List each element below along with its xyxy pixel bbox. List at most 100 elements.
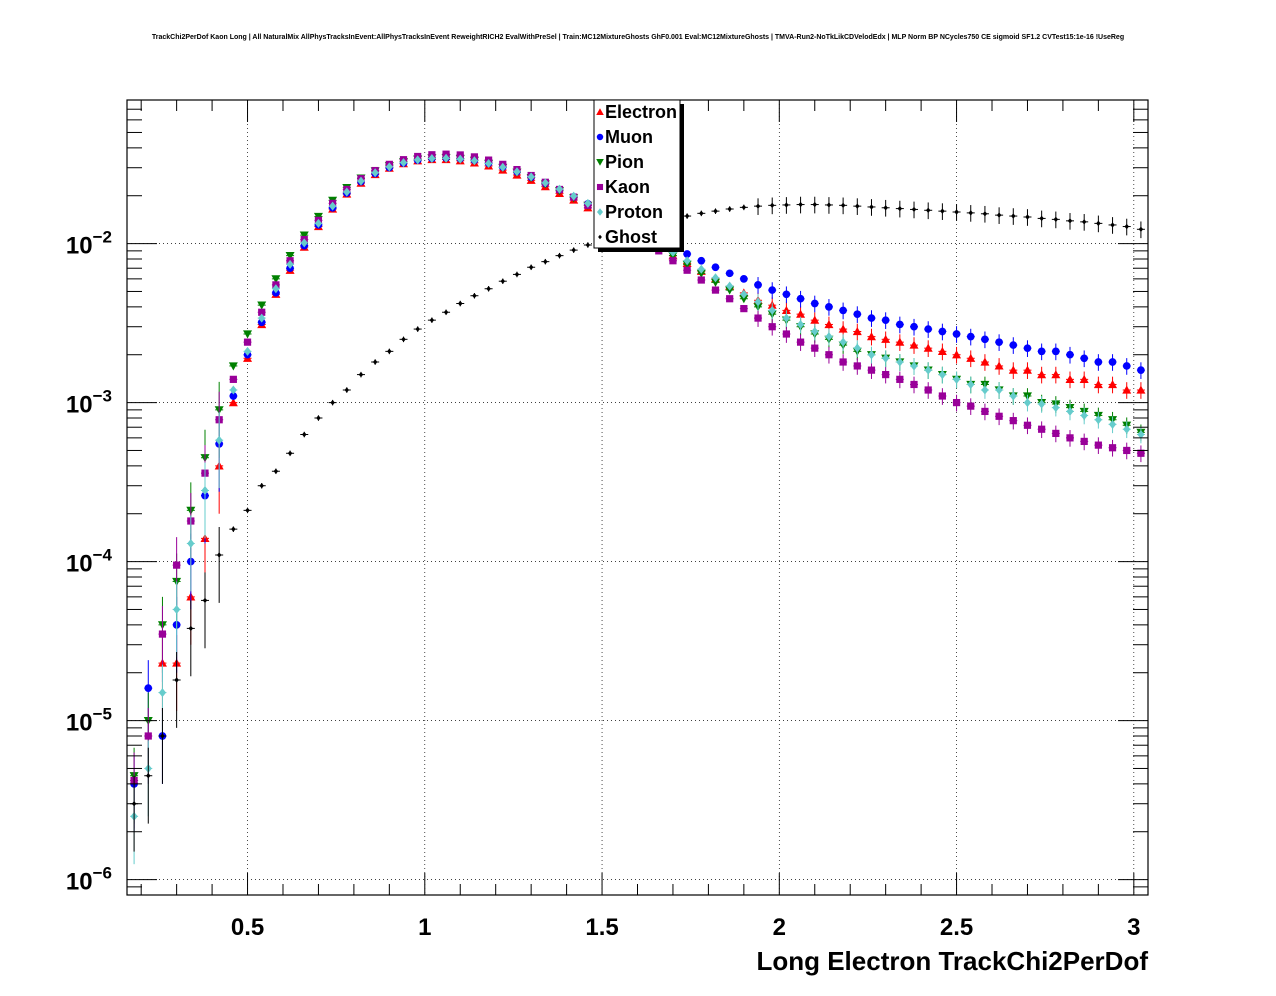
series-ghost (130, 196, 1145, 852)
data-point (966, 353, 976, 362)
data-point (754, 314, 762, 322)
data-point (896, 320, 904, 329)
data-point (1122, 385, 1132, 394)
data-point (896, 357, 904, 367)
plot-title: TrackChi2PerDof Kaon Long | All NaturalM… (151, 34, 1125, 41)
data-point (1037, 370, 1047, 379)
data-point (1137, 366, 1145, 374)
data-point (387, 348, 392, 355)
data-point (174, 677, 179, 683)
legend-marker-muon (596, 133, 604, 141)
data-point (1136, 385, 1146, 394)
data-point (710, 278, 720, 287)
data-point (796, 319, 805, 329)
data-point (1052, 347, 1060, 356)
y-tick-exponent: −2 (93, 228, 112, 247)
data-point (697, 276, 705, 284)
data-point (711, 286, 720, 294)
data-point (1137, 449, 1145, 457)
data-point (228, 398, 238, 407)
data-point (739, 295, 749, 304)
data-point (727, 206, 732, 212)
y-tick-base: 10 (66, 392, 93, 419)
data-point (286, 259, 294, 269)
data-point (1093, 379, 1103, 389)
legend-label-pion: Pion (605, 152, 644, 172)
data-point (470, 156, 479, 166)
data-point (1023, 344, 1032, 352)
data-point (1037, 347, 1046, 356)
data-point (146, 773, 151, 779)
data-point (1009, 417, 1017, 425)
data-point (897, 205, 903, 212)
data-point (415, 326, 420, 332)
y-tick-label: 10−5 (66, 705, 112, 737)
data-point (853, 362, 861, 370)
data-point (543, 258, 548, 265)
data-point (555, 184, 564, 194)
data-point (826, 202, 832, 208)
data-point (1067, 218, 1073, 224)
series-muon (130, 154, 1145, 832)
data-point (1065, 374, 1075, 383)
data-point (796, 309, 806, 318)
data-point (443, 309, 449, 315)
data-point (994, 361, 1004, 370)
data-point (726, 281, 734, 291)
data-point (1096, 220, 1101, 227)
data-point (781, 305, 791, 315)
data-point (824, 319, 834, 329)
data-point (982, 211, 988, 217)
y-tick-base: 10 (66, 710, 93, 737)
data-point (201, 485, 209, 495)
x-tick-label: 3 (1127, 914, 1140, 941)
data-point (1138, 226, 1144, 232)
data-point (1123, 446, 1131, 455)
data-point (229, 392, 238, 400)
data-point (853, 310, 862, 318)
data-point (810, 299, 819, 308)
data-point (144, 684, 153, 692)
data-point (557, 252, 562, 259)
data-point (472, 293, 477, 299)
data-point (258, 308, 266, 316)
data-point (726, 295, 734, 303)
y-tick-base: 10 (66, 551, 93, 578)
data-point (357, 176, 365, 186)
data-point (231, 526, 236, 532)
data-point (995, 385, 1003, 395)
data-point (683, 256, 691, 266)
data-point (499, 162, 507, 172)
data-point (768, 286, 777, 294)
data-point (883, 205, 888, 211)
data-point (755, 203, 761, 209)
data-point (866, 332, 876, 341)
y-tick-exponent: −3 (93, 387, 112, 406)
data-point (697, 264, 705, 274)
data-point (1110, 222, 1115, 228)
data-point (796, 294, 805, 303)
data-point (144, 732, 152, 740)
data-point (784, 202, 789, 208)
data-point (839, 337, 847, 347)
legend-label-kaon: Kaon (605, 177, 650, 197)
data-point (1079, 374, 1089, 383)
data-point (952, 330, 961, 338)
data-point (1053, 216, 1059, 223)
legend-box (593, 99, 681, 249)
data-point (911, 206, 917, 213)
data-point (160, 733, 165, 739)
data-point (486, 286, 491, 292)
data-point (769, 202, 775, 209)
data-point (925, 207, 931, 213)
data-point (840, 202, 846, 209)
legend-label-electron: Electron (605, 102, 677, 122)
data-point (1066, 434, 1074, 442)
y-tick-label: 10−6 (66, 864, 112, 896)
y-tick-exponent: −6 (93, 864, 112, 883)
data-point (1080, 410, 1088, 420)
data-point (457, 300, 463, 307)
data-point (1022, 365, 1032, 374)
data-point (1038, 399, 1046, 409)
